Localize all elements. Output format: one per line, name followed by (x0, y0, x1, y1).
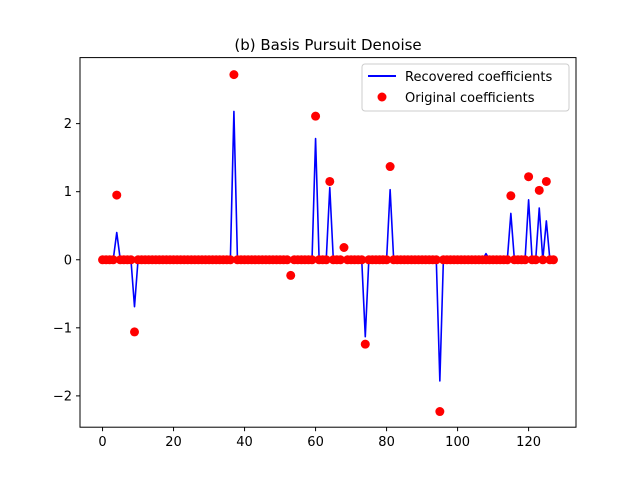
original-coefficient-point (307, 255, 317, 265)
plot-area (98, 70, 558, 417)
x-tick-label: 0 (98, 435, 106, 450)
original-coefficient-point (229, 70, 239, 80)
original-coefficient-point (534, 185, 544, 195)
original-coefficient-point (321, 255, 331, 265)
axes-frame (79, 57, 577, 428)
x-tick-label: 120 (516, 435, 541, 450)
original-coefficient-point (435, 407, 445, 417)
original-coefficient-point (506, 191, 516, 201)
original-coefficient-point (524, 172, 534, 182)
original-coefficient-point (126, 255, 136, 265)
x-tick-label: 60 (307, 435, 324, 450)
original-coefficient-point (225, 255, 235, 265)
original-coefficient-point (360, 339, 370, 349)
original-coefficient-point (325, 176, 335, 186)
y-tick-label: 0 (64, 253, 72, 268)
original-coefficient-point (538, 255, 548, 265)
legend-box (361, 63, 570, 112)
x-tick-label: 100 (445, 435, 470, 450)
x-tick-label: 80 (378, 435, 395, 450)
y-tick-label: 1 (64, 185, 72, 200)
original-coefficient-point (502, 255, 512, 265)
x-tick-label: 40 (236, 435, 253, 450)
original-coefficient-point (282, 255, 292, 265)
original-coefficient-point (541, 176, 551, 186)
original-coefficient-point (385, 162, 395, 172)
original-coefficient-point (130, 327, 139, 337)
original-coefficient-point (520, 255, 530, 265)
original-coefficient-point (431, 255, 441, 265)
axis-ticks: 0 20 40 60 80 100 120 −2 −1 0 1 2 (53, 117, 541, 450)
original-coefficient-point (531, 255, 541, 265)
legend-original-marker (377, 92, 387, 102)
legend: Recovered coefficients Original coeffici… (361, 63, 570, 112)
original-coefficient-point (339, 243, 349, 252)
original-coefficient-point (548, 255, 558, 265)
original-coefficient-point (335, 255, 345, 265)
original-coefficient-point (108, 255, 118, 265)
x-tick-label: 20 (165, 435, 182, 450)
original-coefficient-point (286, 270, 296, 280)
y-tick-label: 2 (64, 117, 72, 132)
original-coefficient-point (112, 190, 122, 200)
original-coefficient-point (311, 111, 321, 121)
legend-original-label: Original coefficients (405, 91, 535, 106)
y-tick-label: −1 (53, 321, 72, 336)
original-coefficient-point (357, 255, 367, 265)
y-tick-label: −2 (53, 389, 72, 404)
chart-title: (b) Basis Pursuit Denoise (234, 36, 421, 54)
legend-recovered-label: Recovered coefficients (405, 70, 552, 85)
original-coefficient-point (382, 255, 392, 265)
